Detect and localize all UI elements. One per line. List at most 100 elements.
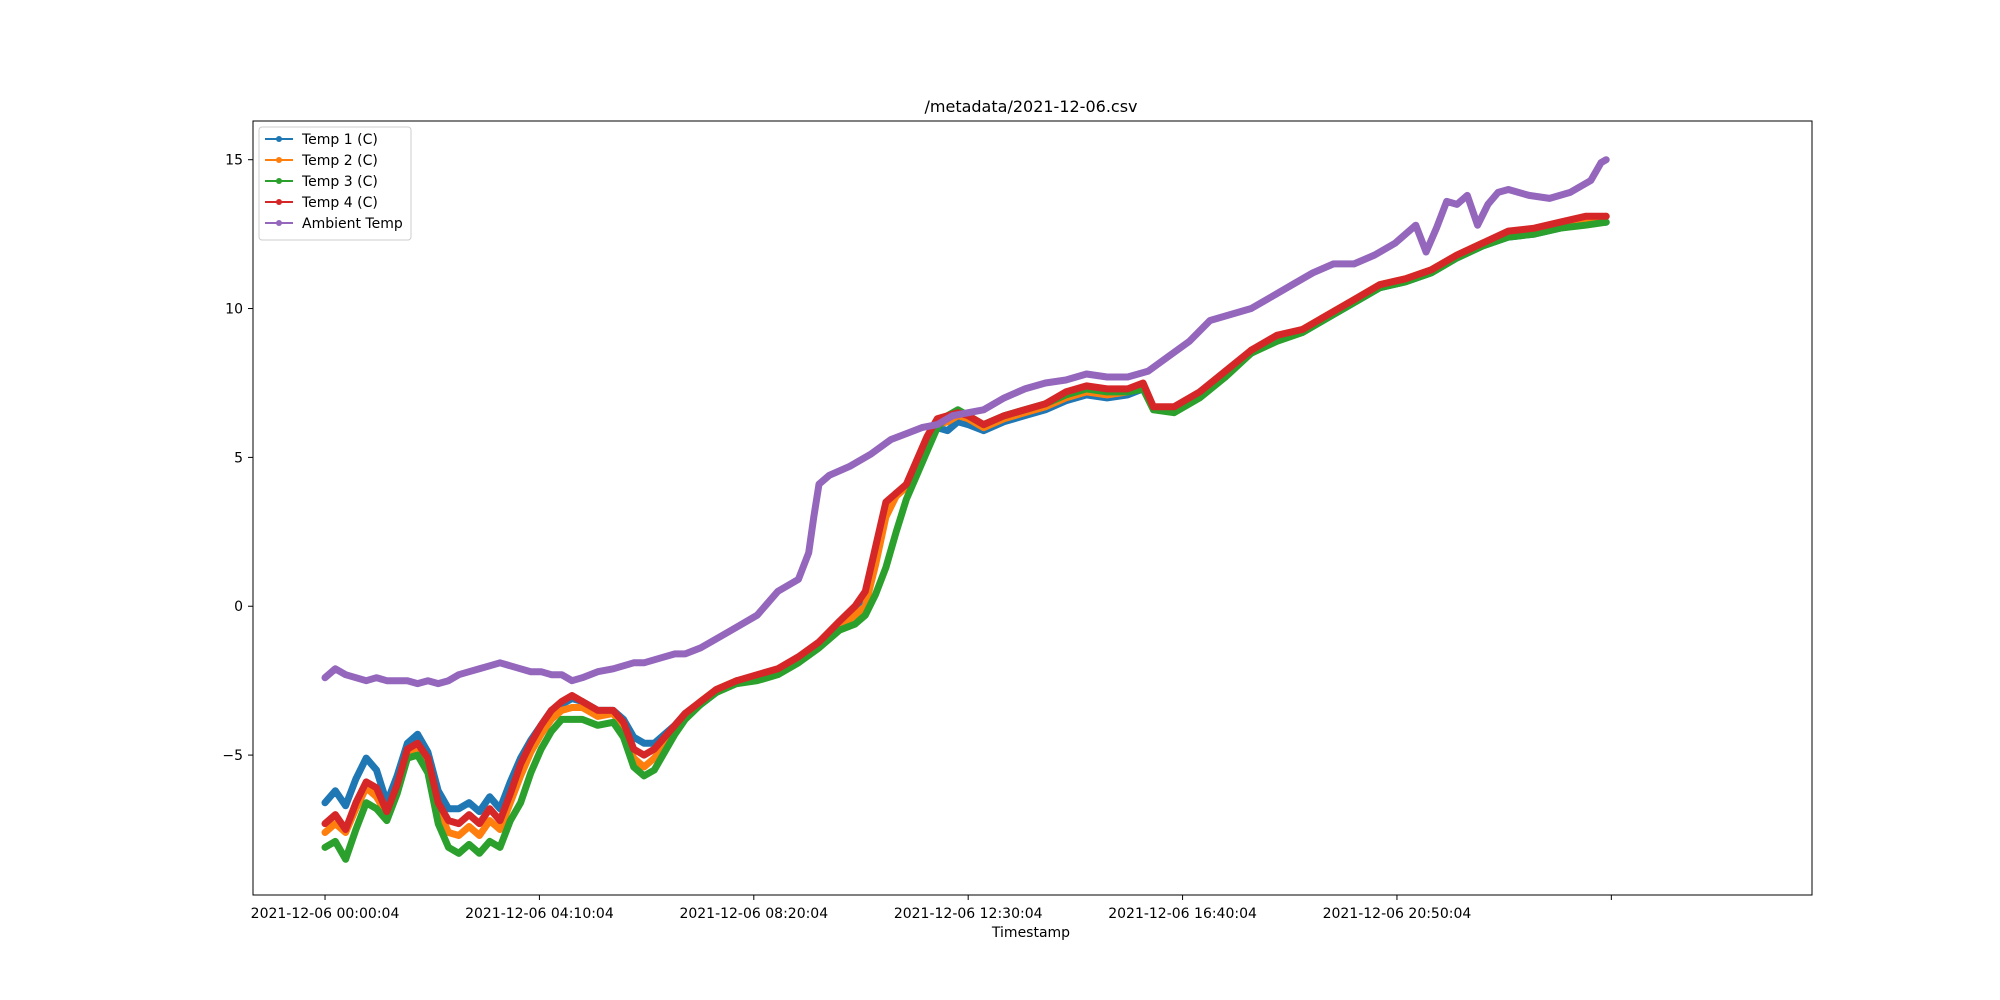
series-4-point [321, 820, 329, 827]
series-5-point [1083, 370, 1090, 378]
series-3-point [1556, 225, 1564, 232]
legend-label: Temp 1 (C) [301, 132, 378, 148]
series-3-point [486, 838, 493, 845]
series-5-point [507, 662, 514, 669]
series-5-point [918, 424, 926, 431]
series-3-point [836, 626, 843, 634]
series-4-point [1325, 311, 1332, 318]
series-4-point [507, 790, 514, 797]
series-5-point [393, 677, 401, 684]
legend: Temp 1 (C) Temp 2 (C) Temp 3 (C) Temp 4 (C)… [258, 126, 412, 241]
series-3-point [352, 826, 360, 833]
series-4-point [465, 811, 473, 818]
series-5-point [1062, 376, 1070, 384]
series-5-point [1042, 379, 1049, 387]
series-3-point [610, 719, 617, 726]
y-tick-label: 15 [225, 153, 243, 169]
series-4-point [697, 698, 704, 705]
series-5-point [887, 436, 895, 443]
series-4-point [1453, 251, 1461, 259]
series-2-point [568, 704, 576, 711]
series-4-point [1299, 326, 1306, 333]
series-5-point [1371, 251, 1378, 259]
series-5-point [682, 650, 689, 658]
series-5-point [1001, 394, 1008, 402]
series-5-point [1330, 260, 1337, 268]
series-5-point [712, 635, 720, 643]
y-axis: −5 0 5 10 15 [222, 153, 253, 764]
series-3-point [383, 817, 390, 824]
series-4-point [682, 710, 689, 717]
series-4-point [1402, 275, 1409, 282]
series-5-point [1587, 177, 1595, 184]
series-5-point [424, 677, 432, 684]
series-1-point [476, 808, 483, 815]
series-5-point [805, 549, 812, 556]
series-5-point [1443, 198, 1450, 205]
series-3-point [527, 769, 534, 777]
series-3-point [594, 722, 601, 729]
series-4-point [1428, 266, 1435, 273]
series-5-point [1165, 353, 1173, 360]
series-5-point [435, 680, 442, 687]
legend-swatch-marker [276, 157, 282, 163]
y-tick-label: −5 [222, 748, 243, 764]
series-5-point [445, 677, 452, 684]
series-4-point [1170, 403, 1178, 410]
series-4-point [404, 745, 411, 753]
series-3-point [373, 805, 380, 812]
series-3-point [754, 677, 761, 684]
series-3-point [363, 799, 370, 806]
series-3-point [579, 716, 586, 723]
series-3-point [476, 850, 483, 857]
x-tick-label: 2021-12-06 00:00:04 [251, 906, 400, 922]
series-5-point [352, 674, 360, 681]
chart-title: /metadata/2021-12-06.csv [925, 97, 1138, 116]
series-4-point [1103, 385, 1111, 393]
series-4-point [383, 808, 390, 815]
legend-swatch-marker [276, 136, 282, 142]
x-tick-label: 2021-12-06 16:40:04 [1108, 906, 1257, 922]
series-3-point [872, 591, 879, 598]
series-4-point [1124, 385, 1131, 393]
series-4-point [815, 638, 823, 646]
series-5-point [1289, 281, 1296, 288]
series-4-point [1001, 412, 1008, 419]
series-4-point [903, 481, 910, 488]
series-2-point [476, 832, 483, 839]
series-5-point [1597, 159, 1605, 166]
series-5-point [1145, 367, 1152, 375]
series-4-point [393, 781, 401, 789]
series-3-point [862, 612, 869, 619]
legend-label: Temp 4 (C) [301, 195, 378, 211]
series-4-point [342, 826, 349, 833]
series-4-point [661, 734, 668, 741]
series-2-point [455, 832, 462, 839]
series-4-point [862, 588, 869, 595]
series-4-point [1479, 239, 1486, 247]
legend-label: Ambient Temp [302, 216, 403, 232]
series-3-point [517, 799, 524, 806]
series-5-point [661, 653, 668, 660]
series-4-point [640, 751, 648, 759]
series-4-point [1150, 403, 1157, 410]
series-3-point [537, 745, 545, 753]
series-5-point [1268, 293, 1276, 300]
series-5-point [1422, 248, 1430, 256]
series-4-point [332, 811, 339, 818]
series-4-point [630, 745, 637, 753]
series-4-point [795, 653, 802, 660]
series-5-point [826, 472, 833, 479]
series-5-point [332, 665, 339, 672]
series-5-point [815, 481, 823, 488]
x-tick-label: 2021-12-06 12:30:04 [894, 906, 1043, 922]
series-5-point [903, 430, 910, 437]
series-5-point [404, 677, 411, 684]
series-4-point [1042, 400, 1049, 407]
series-3-point [445, 844, 452, 851]
series-5-point [373, 674, 380, 681]
series-4-point [486, 805, 493, 812]
series-5-point [965, 409, 972, 416]
series-3-point [774, 671, 781, 678]
